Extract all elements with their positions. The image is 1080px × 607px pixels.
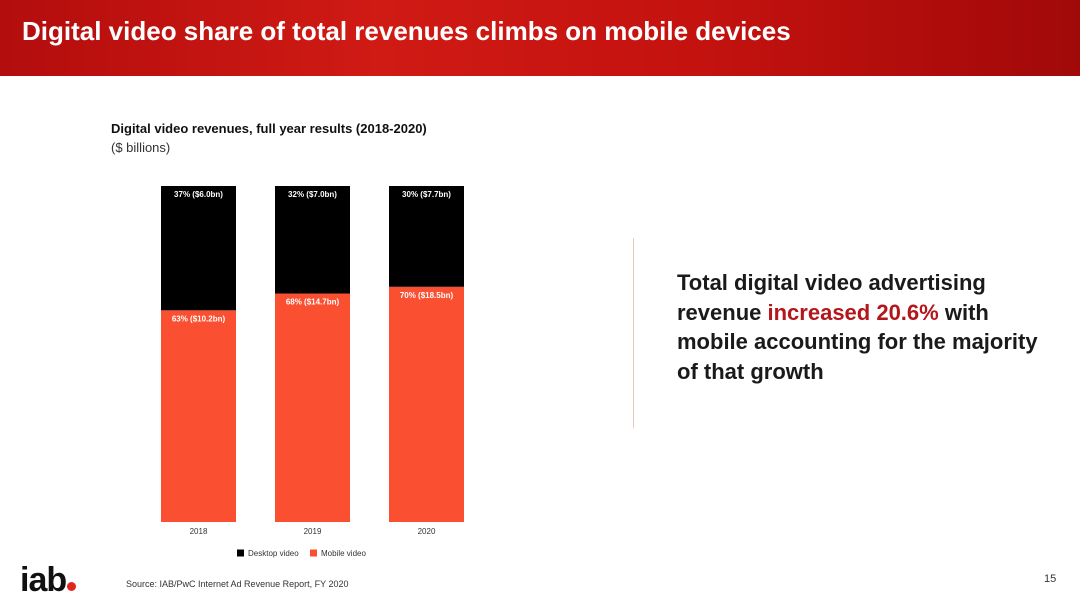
bar-mobile-2020 (389, 286, 464, 522)
data-label-mobile-2020: 70% ($18.5bn) (400, 291, 454, 300)
iab-logo-dot-icon (67, 582, 77, 591)
callout-text: Total digital video advertising revenue … (677, 268, 1047, 386)
callout-text-end: with mobile accounting for the majority … (677, 299, 1038, 384)
bar-mobile-2018 (161, 310, 236, 522)
chart-subtitle: ($ billions) (111, 140, 171, 155)
data-label-desktop-2019: 32% ($7.0bn) (288, 190, 337, 199)
callout-text-start: Total digital video advertising revenue (677, 270, 986, 325)
legend-label-mobile: Mobile video (321, 549, 366, 558)
source-note: Source: IAB/PwC Internet Ad Revenue Repo… (126, 579, 349, 589)
x-tick-label-2019: 2019 (304, 527, 322, 536)
bar-desktop-2020 (389, 186, 464, 287)
bar-desktop-2019 (275, 186, 350, 294)
bar-desktop-2018 (161, 186, 236, 311)
iab-logo: iab (20, 560, 77, 600)
data-label-mobile-2019: 68% ($14.7bn) (286, 298, 340, 307)
callout-highlight: increased 20.6% (767, 299, 939, 325)
bar-mobile-2019 (275, 293, 350, 522)
data-label-mobile-2018: 63% ($10.2bn) (172, 314, 226, 323)
data-label-desktop-2018: 37% ($6.0bn) (174, 190, 223, 199)
data-label-desktop-2020: 30% ($7.7bn) (402, 190, 451, 199)
slide-title: Digital video share of total revenues cl… (22, 16, 791, 46)
legend-label-desktop: Desktop video (248, 549, 299, 558)
iab-logo-text: iab (20, 561, 67, 599)
vertical-divider (633, 238, 634, 428)
x-tick-label-2018: 2018 (190, 527, 208, 536)
chart-title: Digital video revenues, full year result… (111, 121, 427, 136)
page-number: 15 (1044, 573, 1057, 585)
legend-swatch-desktop (237, 549, 244, 557)
header-banner: Digital video share of total revenues cl… (0, 0, 1080, 76)
legend-swatch-mobile (310, 549, 317, 557)
x-tick-label-2020: 2020 (418, 527, 436, 536)
